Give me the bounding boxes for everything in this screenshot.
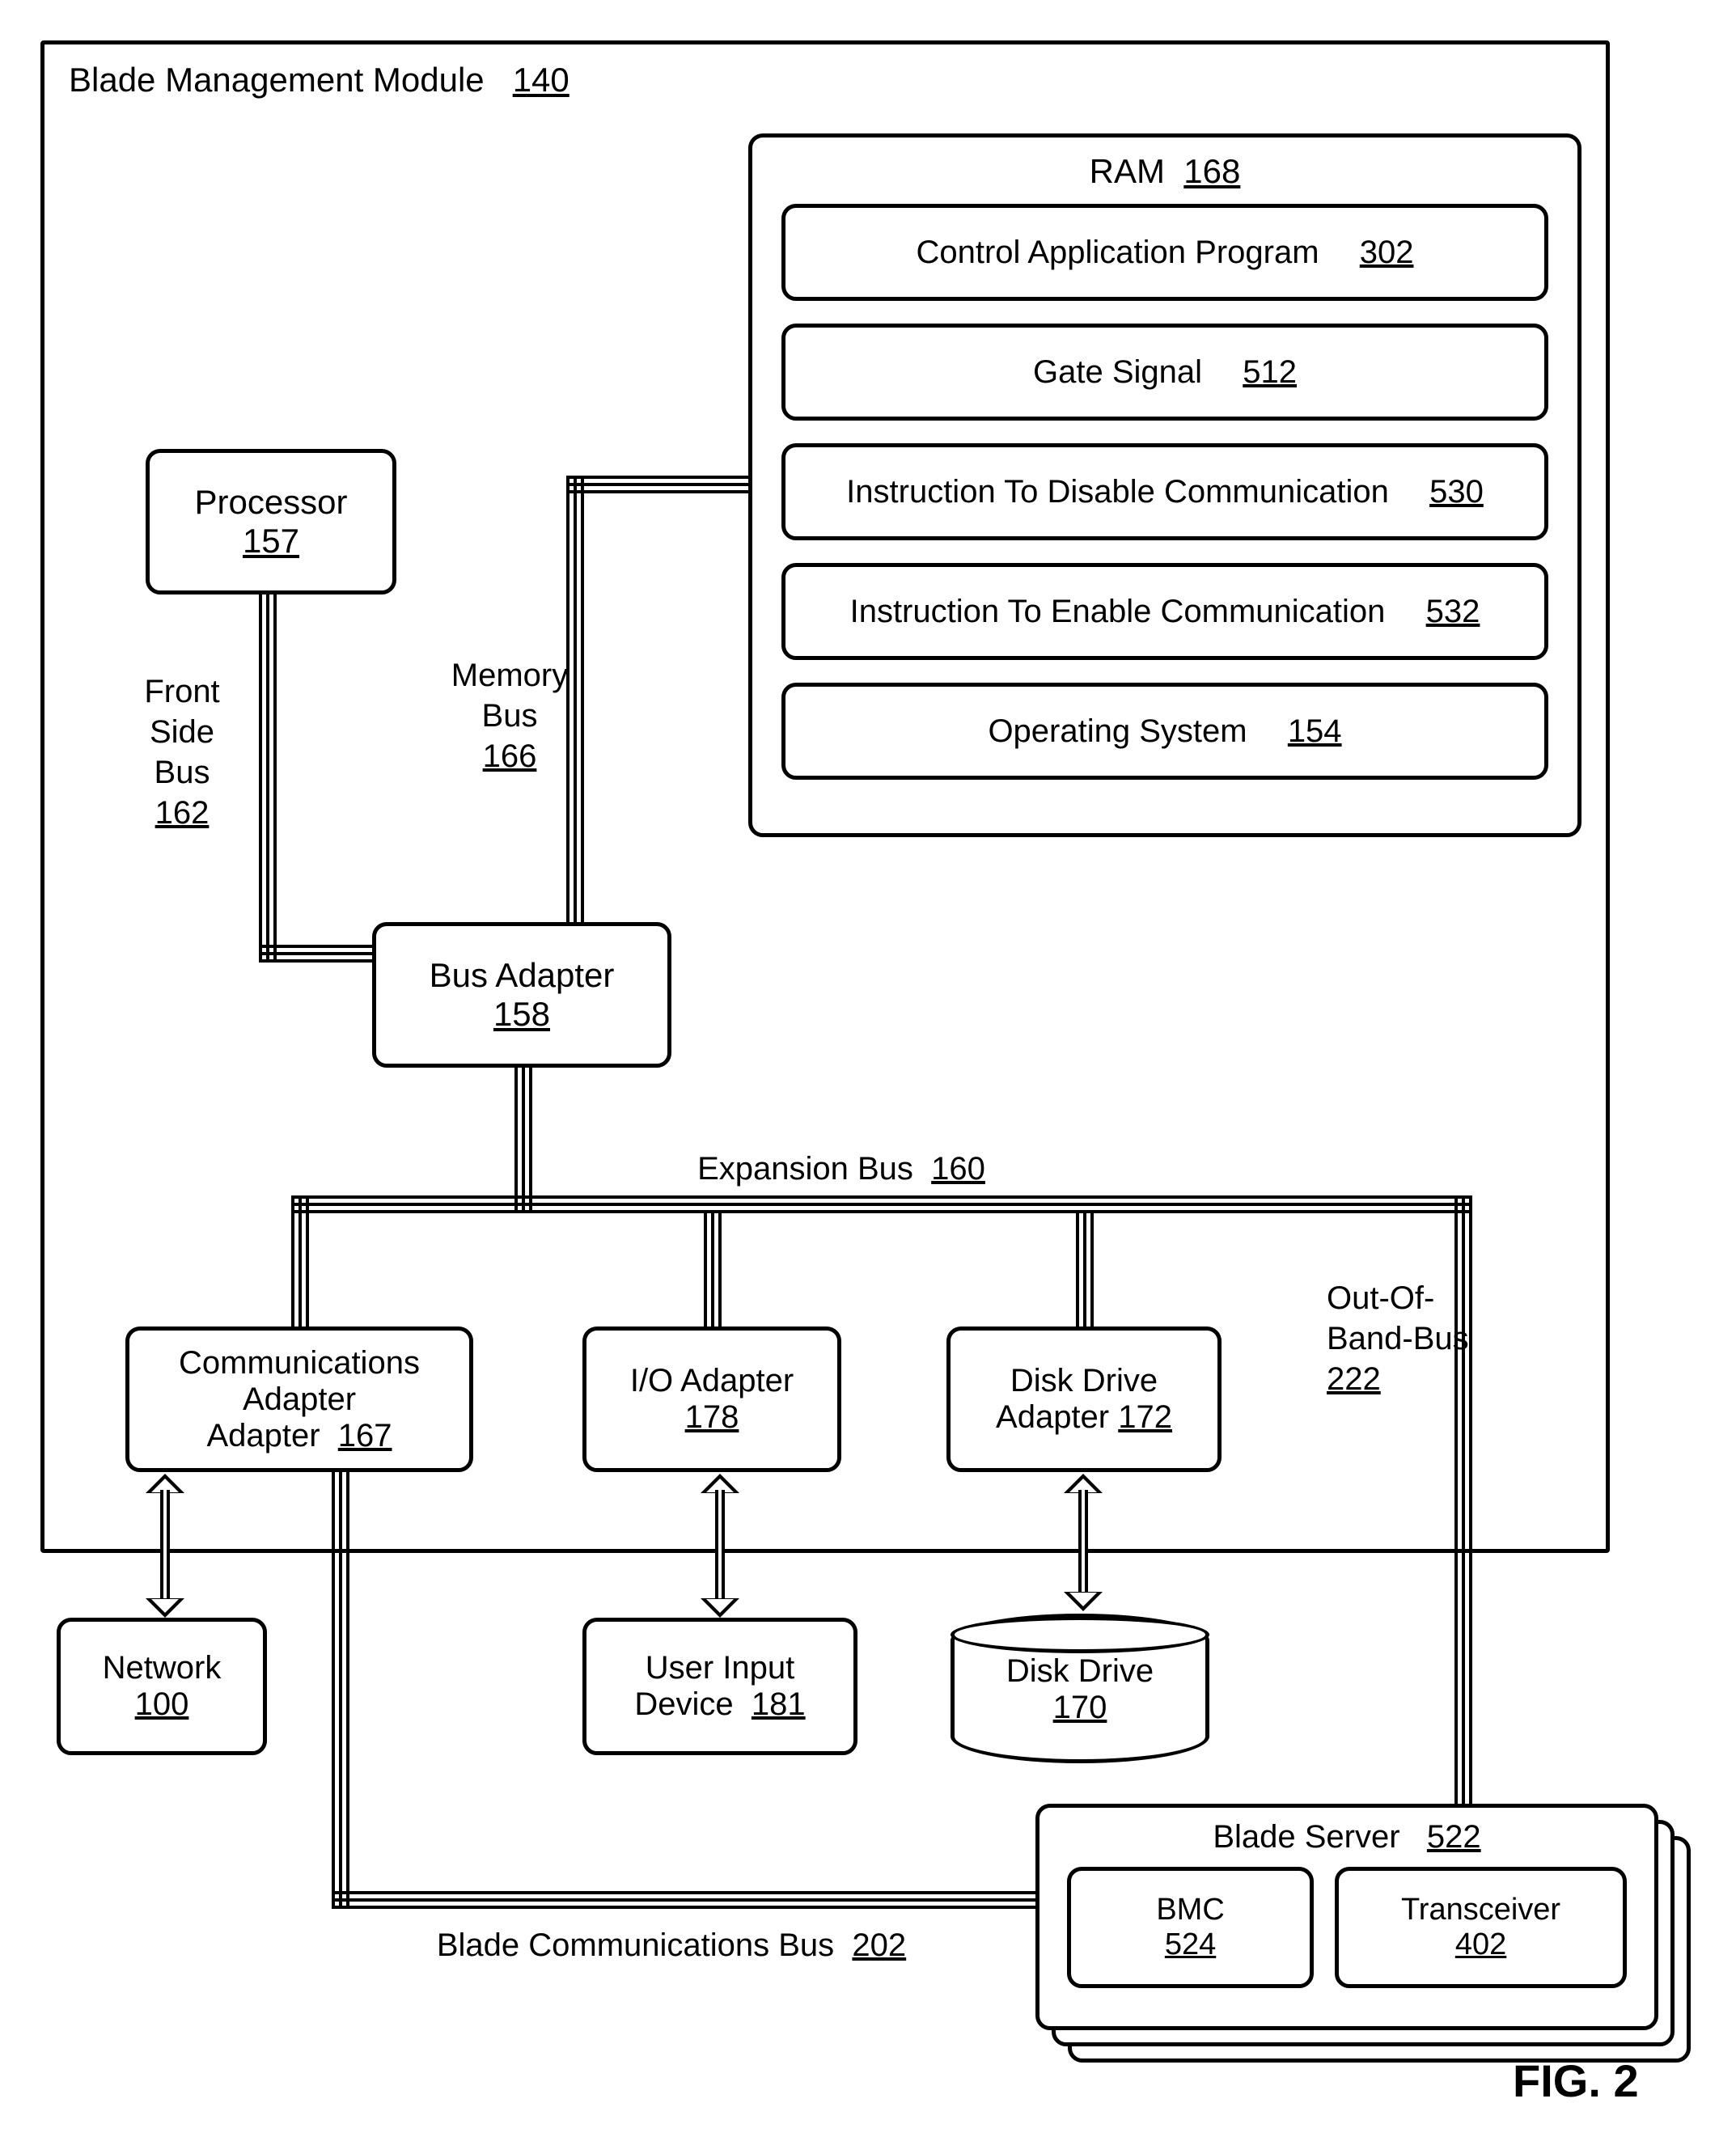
network-box: Network 100 — [57, 1618, 267, 1755]
ram-item-label: Instruction To Disable Communication — [846, 474, 1389, 510]
blade-comm-bus-label: Blade Communications Bus 202 — [364, 1925, 979, 1965]
user-input-box: User Input Device 181 — [582, 1618, 857, 1755]
outer-num: 140 — [513, 61, 569, 99]
ram-item-num: 302 — [1360, 235, 1414, 271]
ram-box: RAM 168 Control Application Program 302 G… — [748, 133, 1581, 837]
bmc-label: BMC — [1156, 1893, 1224, 1927]
processor-num: 157 — [243, 522, 299, 561]
transceiver-num: 402 — [1455, 1927, 1506, 1962]
blade-server-box: Blade Server 522 BMC 524 Transceiver 402 — [1035, 1804, 1658, 2030]
ram-item-num: 154 — [1288, 713, 1342, 750]
exp-to-io — [704, 1213, 722, 1326]
figure-label: FIG. 2 — [1513, 2054, 1639, 2107]
ram-item-label: Operating System — [988, 713, 1247, 750]
disk-drive-cylinder: Disk Drive 170 — [951, 1614, 1209, 1763]
ram-item-1: Gate Signal 512 — [781, 324, 1548, 421]
network-label: Network — [103, 1650, 222, 1686]
memory-bus-h — [566, 476, 749, 493]
exp-to-disk — [1076, 1213, 1094, 1326]
bus-adapter-num: 158 — [493, 995, 550, 1034]
bus-adapter-label: Bus Adapter — [430, 956, 615, 995]
ram-item-label: Control Application Program — [916, 235, 1319, 271]
blade-server-num: 522 — [1427, 1819, 1481, 1855]
bmc-box: BMC 524 — [1067, 1867, 1314, 1988]
ram-item-num: 530 — [1429, 474, 1484, 510]
exp-bus-label: Expansion Bus 160 — [639, 1149, 1044, 1189]
io-adapter-box: I/O Adapter 178 — [582, 1326, 841, 1472]
comm-adapter-num: 167 — [338, 1418, 392, 1453]
ram-title: RAM — [1090, 152, 1165, 190]
ram-item-label: Instruction To Enable Communication — [850, 594, 1386, 630]
ram-item-4: Operating System 154 — [781, 683, 1548, 780]
ram-item-2: Instruction To Disable Communication 530 — [781, 443, 1548, 540]
ram-item-3: Instruction To Enable Communication 532 — [781, 563, 1548, 660]
user-input-num: 181 — [752, 1686, 806, 1722]
bmc-num: 524 — [1165, 1927, 1216, 1962]
io-adapter-label: I/O Adapter — [630, 1363, 794, 1399]
exp-bus-main — [291, 1195, 1472, 1213]
ram-item-label: Gate Signal — [1033, 354, 1202, 391]
oob-bus-label: Out-Of-Band-Bus 222 — [1327, 1278, 1505, 1399]
exp-to-comm — [291, 1195, 309, 1326]
fsb-label: FrontSideBus 162 — [121, 671, 243, 833]
diagram-canvas: Blade Management Module 140 RAM 168 Cont… — [32, 32, 1704, 2109]
mem-bus-label: MemoryBus 166 — [437, 655, 582, 776]
disk-adapter-box: Disk Drive Adapter 172 — [946, 1326, 1222, 1472]
user-input-l1: User Input — [646, 1650, 795, 1686]
comm-adapter-box: Communications Adapter Adapter 167 — [125, 1326, 473, 1472]
processor-box: Processor 157 — [146, 449, 396, 594]
bcb-v1 — [332, 1472, 349, 1909]
disk-drive-label: Disk Drive — [955, 1653, 1205, 1690]
network-num: 100 — [135, 1686, 189, 1723]
ram-item-num: 512 — [1243, 354, 1297, 391]
transceiver-box: Transceiver 402 — [1335, 1867, 1627, 1988]
exp-bus-down — [514, 1068, 532, 1213]
fsb-h — [259, 945, 372, 963]
arrow-comm-network — [146, 1474, 184, 1618]
transceiver-label: Transceiver — [1401, 1893, 1560, 1927]
outer-title: Blade Management Module — [69, 61, 485, 99]
bcb-h — [332, 1891, 1035, 1909]
ram-item-num: 532 — [1426, 594, 1480, 630]
bus-adapter-box: Bus Adapter 158 — [372, 922, 671, 1068]
blade-server-label: Blade Server — [1213, 1819, 1399, 1855]
disk-adapter-l1: Disk Drive — [1010, 1363, 1158, 1399]
arrow-io-userinput — [701, 1474, 739, 1618]
arrow-diskadapter-disk — [1064, 1474, 1103, 1611]
io-adapter-num: 178 — [685, 1399, 739, 1436]
processor-label: Processor — [194, 483, 347, 522]
comm-adapter-label: Communications Adapter — [136, 1345, 463, 1418]
disk-drive-num: 170 — [1053, 1690, 1107, 1725]
ram-num: 168 — [1183, 152, 1240, 190]
front-side-bus — [259, 594, 277, 963]
disk-adapter-num: 172 — [1118, 1399, 1172, 1435]
ram-item-0: Control Application Program 302 — [781, 204, 1548, 301]
